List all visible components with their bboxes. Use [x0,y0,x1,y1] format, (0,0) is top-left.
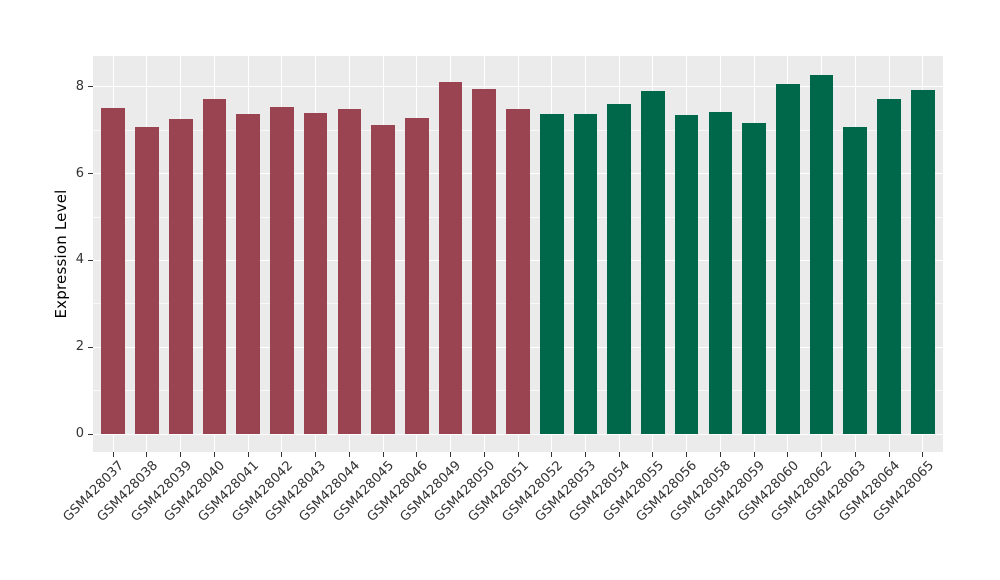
x-tick-label: GSM428056 [633,458,701,525]
y-tick-label: 6 [75,165,84,181]
y-tick-label: 0 [75,426,84,441]
x-tick-mark [821,452,823,457]
x-tick-mark [247,452,249,457]
x-tick-label: GSM428045 [330,458,397,525]
x-tick-mark [213,452,215,457]
bar [910,89,935,434]
bar [506,109,530,434]
x-tick-label: GSM428043 [262,458,330,525]
x-tick-label: GSM428060 [735,458,802,525]
bar [405,118,429,434]
bar [539,113,564,434]
x-tick-label: GSM428040 [161,458,229,525]
x-tick-mark [281,452,283,457]
bar [809,74,834,434]
x-tick-mark [146,452,148,457]
x-tick-mark [584,452,586,457]
x-tick-label: GSM428065 [870,458,937,525]
bar [607,104,631,434]
x-tick-mark [180,452,182,457]
x-tick-label: GSM428063 [802,458,870,525]
y-tick-label: 8 [75,78,84,94]
plot-panel [93,56,943,452]
x-tick-mark [348,452,350,457]
x-tick-mark [382,452,384,457]
x-tick-mark [787,452,789,457]
x-tick-mark [686,452,688,457]
x-tick-mark [618,452,620,457]
x-tick-label: GSM428059 [701,458,769,525]
bar [573,114,598,434]
x-tick-mark [719,452,721,457]
bar [472,88,497,434]
bar [776,84,800,434]
x-tick-mark [888,452,890,457]
gridline-major [93,86,943,88]
bar [674,114,699,434]
x-tick-mark [112,452,114,457]
x-tick-label: GSM428055 [600,458,667,525]
bar [877,99,901,434]
bar [708,111,733,434]
bar [236,114,260,434]
bar [337,109,362,434]
x-tick-label: GSM428041 [195,458,263,525]
x-tick-label: GSM428051 [465,458,532,525]
x-tick-mark [416,452,418,457]
x-tick-label: GSM428039 [128,458,195,525]
x-tick-mark [315,452,317,457]
x-tick-label: GSM428044 [296,458,364,525]
x-tick-label: GSM428062 [768,458,836,525]
y-axis-title: Expression Level [52,189,70,319]
x-tick-label: GSM428050 [431,458,499,525]
bar [371,124,395,434]
x-tick-mark [450,452,452,457]
x-tick-mark [652,452,654,457]
bar [168,119,193,434]
x-tick-label: GSM428058 [667,458,735,525]
bar [438,82,463,434]
x-tick-mark [854,452,856,457]
gridline-major [93,433,943,435]
bar [641,91,665,434]
bar [135,126,159,434]
x-tick-label: GSM428046 [364,458,431,525]
x-tick-label: GSM428049 [397,458,465,525]
bar [101,107,126,434]
x-tick-label: GSM428038 [94,458,161,525]
bar [843,126,868,434]
x-tick-mark [517,452,519,457]
x-tick-label: GSM428054 [566,458,634,525]
bar [202,98,227,434]
x-tick-mark [922,452,924,457]
x-tick-label: GSM428037 [60,458,128,525]
bar [270,106,294,434]
x-tick-mark [551,452,553,457]
x-tick-label: GSM428042 [229,458,296,525]
x-tick-label: GSM428053 [532,458,600,525]
x-tick-mark [483,452,485,457]
bar [303,112,328,434]
x-tick-mark [753,452,755,457]
x-tick-label: GSM428052 [499,458,566,525]
bar [742,122,766,434]
y-tick-label: 2 [75,339,84,355]
x-tick-label: GSM428064 [836,458,903,525]
